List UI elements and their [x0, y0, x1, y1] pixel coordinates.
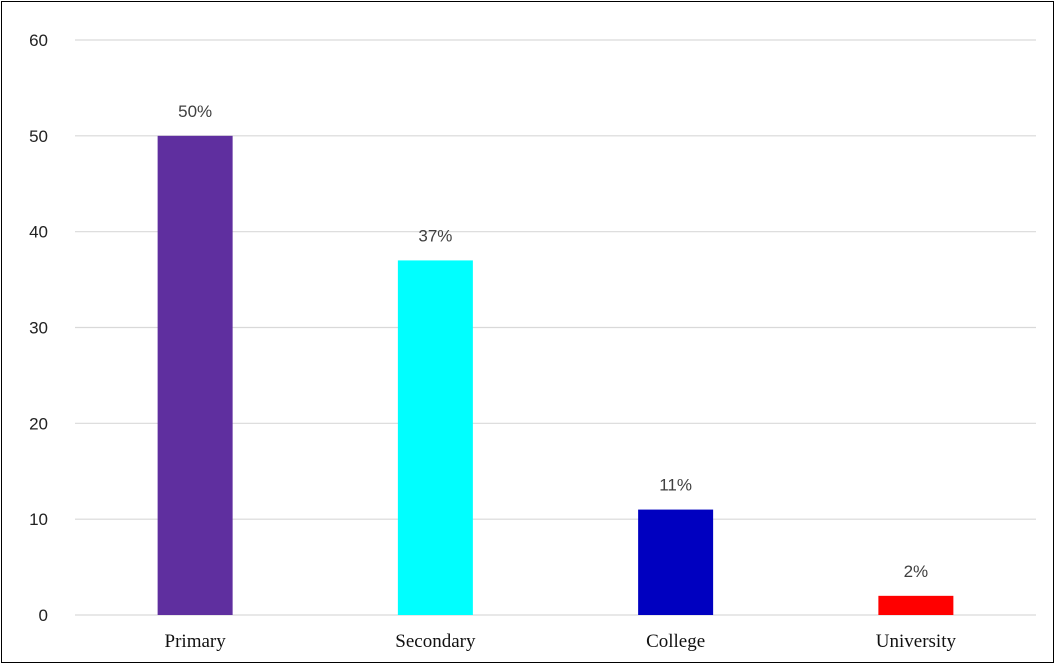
- y-tick-label: 30: [29, 319, 48, 338]
- gridlines: [75, 39, 1036, 616]
- x-tick-label: College: [646, 631, 705, 652]
- y-tick-label: 50: [29, 127, 48, 146]
- bar-college: [638, 509, 714, 615]
- data-labels: 50% 37% 11% 2%: [178, 102, 928, 581]
- y-tick-label: 10: [29, 510, 48, 529]
- bar-secondary: [397, 260, 473, 615]
- x-tick-label: Primary: [165, 631, 227, 652]
- x-tick-label: University: [876, 631, 957, 652]
- bar-primary: [157, 135, 233, 616]
- x-axis-ticks: Primary Secondary College University: [165, 631, 957, 652]
- bar-university: [878, 595, 954, 615]
- x-tick-label: Secondary: [395, 631, 476, 652]
- y-tick-label: 20: [29, 414, 48, 433]
- y-tick-label: 60: [29, 31, 48, 50]
- data-label: 37%: [418, 226, 452, 245]
- data-label: 2%: [904, 562, 929, 581]
- y-tick-label: 0: [39, 606, 48, 625]
- data-label: 11%: [659, 476, 692, 495]
- y-tick-label: 40: [29, 223, 48, 242]
- data-label: 50%: [178, 102, 212, 121]
- bars: [157, 135, 954, 616]
- y-axis-ticks: 0 10 20 30 40 50 60: [29, 31, 48, 625]
